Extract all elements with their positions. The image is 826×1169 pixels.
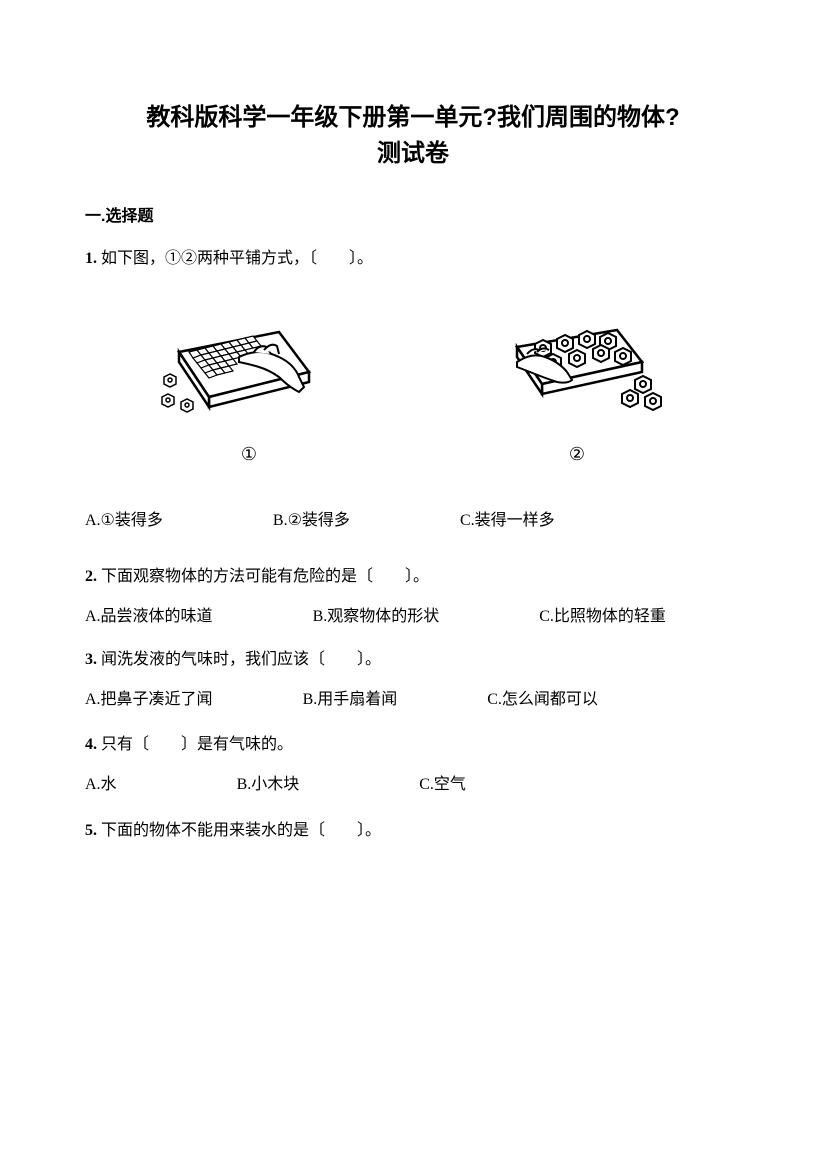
question-2-body: 下面观察物体的方法可能有危险的是〔 〕。 <box>97 568 429 585</box>
question-3: 3. 闻洗发液的气味时，我们应该〔 〕。 A.把鼻子凑近了闻 B.用手扇着闻 C… <box>85 647 741 712</box>
question-3-body: 闻洗发液的气味时，我们应该〔 〕。 <box>97 651 381 668</box>
question-1: 1. 如下图，①②两种平铺方式，〔 〕。 <box>85 246 741 534</box>
question-4-options: A.水 B.小木块 C.空气 <box>85 772 741 798</box>
question-4-number: 4. <box>85 736 97 753</box>
q4-option-a: A.水 <box>85 772 117 798</box>
q3-option-a: A.把鼻子凑近了闻 <box>85 687 213 713</box>
question-3-options: A.把鼻子凑近了闻 B.用手扇着闻 C.怎么闻都可以 <box>85 687 741 713</box>
question-1-text: 1. 如下图，①②两种平铺方式，〔 〕。 <box>85 246 741 272</box>
q1-option-c: C.装得一样多 <box>460 508 555 534</box>
question-5-text: 5. 下面的物体不能用来装水的是〔 〕。 <box>85 818 741 844</box>
q1-option-b: B.②装得多 <box>273 508 350 534</box>
q3-option-b: B.用手扇着闻 <box>303 687 398 713</box>
question-4-body: 只有〔 〕是有气味的。 <box>97 736 293 753</box>
q3-option-c: C.怎么闻都可以 <box>487 687 598 713</box>
q2-option-a: A.品尝液体的味道 <box>85 604 213 630</box>
image-1-label: ① <box>241 440 257 469</box>
image-2-container: ② <box>487 302 667 469</box>
image-1-container: ① <box>159 302 339 469</box>
question-2: 2. 下面观察物体的方法可能有危险的是〔 〕。 A.品尝液体的味道 B.观察物体… <box>85 564 741 629</box>
q4-option-b: B.小木块 <box>237 772 300 798</box>
question-2-text: 2. 下面观察物体的方法可能有危险的是〔 〕。 <box>85 564 741 590</box>
question-5-number: 5. <box>85 822 97 839</box>
document-title: 教科版科学一年级下册第一单元?我们周围的物体? 测试卷 <box>85 100 741 172</box>
question-4: 4. 只有〔 〕是有气味的。 A.水 B.小木块 C.空气 <box>85 732 741 797</box>
image-2-label: ② <box>569 440 585 469</box>
q1-option-a: A.①装得多 <box>85 508 163 534</box>
question-1-body: 如下图，①②两种平铺方式，〔 〕。 <box>97 250 373 267</box>
question-1-images: ① <box>85 302 741 469</box>
question-1-options: A.①装得多 B.②装得多 C.装得一样多 <box>85 508 741 534</box>
tray-scatter-icon <box>487 302 667 432</box>
q2-option-c: C.比照物体的轻重 <box>539 604 666 630</box>
q4-option-c: C.空气 <box>419 772 466 798</box>
question-2-number: 2. <box>85 568 97 585</box>
question-4-text: 4. 只有〔 〕是有气味的。 <box>85 732 741 758</box>
section-header: 一.选择题 <box>85 202 741 226</box>
title-line-2: 测试卷 <box>85 136 741 172</box>
question-5: 5. 下面的物体不能用来装水的是〔 〕。 <box>85 818 741 844</box>
q2-option-b: B.观察物体的形状 <box>313 604 440 630</box>
question-1-number: 1. <box>85 250 97 267</box>
question-3-text: 3. 闻洗发液的气味时，我们应该〔 〕。 <box>85 647 741 673</box>
tray-neat-icon <box>159 302 339 432</box>
question-2-options: A.品尝液体的味道 B.观察物体的形状 C.比照物体的轻重 <box>85 604 741 630</box>
title-line-1: 教科版科学一年级下册第一单元?我们周围的物体? <box>85 100 741 136</box>
question-3-number: 3. <box>85 651 97 668</box>
question-5-body: 下面的物体不能用来装水的是〔 〕。 <box>97 822 381 839</box>
